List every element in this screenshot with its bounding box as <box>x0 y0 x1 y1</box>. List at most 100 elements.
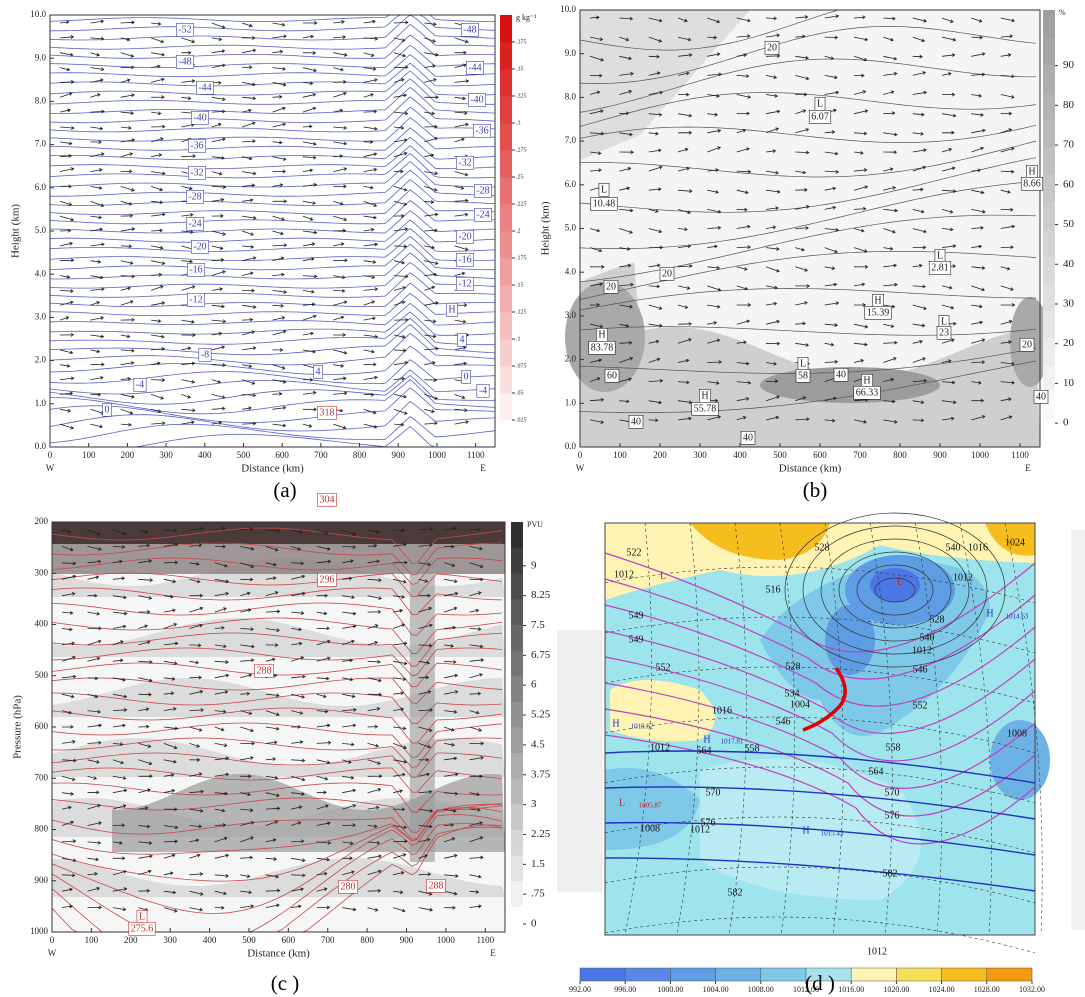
y-tick-label: 10.0 <box>560 4 576 14</box>
contour-label-box <box>461 22 479 37</box>
y-tick-label: 4.0 <box>565 266 577 276</box>
colorbar-cell <box>500 285 512 313</box>
colorbar-tick-label: 9 <box>531 559 537 571</box>
contour-label: 549 <box>629 634 644 645</box>
contour-line <box>49 374 496 405</box>
panel-caption: (d ) <box>805 971 835 995</box>
contour-line <box>49 106 496 133</box>
contour-label: 564 <box>697 745 712 756</box>
contour-label: 522 <box>627 547 642 558</box>
graticule <box>604 766 1036 804</box>
contour-label: -4 <box>479 385 487 396</box>
contour-line <box>51 602 503 636</box>
y-tick-label: 6.0 <box>565 179 577 189</box>
contour-label-box <box>1020 176 1044 191</box>
contour-line <box>49 44 496 69</box>
colorbar-cell <box>511 803 523 830</box>
contour-label-box <box>795 368 811 383</box>
contour-line <box>49 243 496 271</box>
contour-label: 40 <box>743 432 753 443</box>
contour-label: H <box>1028 166 1035 177</box>
x-axis-title: Distance (km) <box>241 463 304 475</box>
colorbar-tick-label: 6.75 <box>531 649 551 661</box>
contour-label: 540 <box>946 542 961 553</box>
y-axis-title: Height (km) <box>10 204 22 258</box>
contour-label: H <box>598 329 605 340</box>
isobar <box>838 551 952 629</box>
contour-label: 534 <box>785 688 800 699</box>
contour-label: H <box>612 718 619 729</box>
contour-label: 552 <box>656 662 671 673</box>
colorbar-cell <box>511 727 523 754</box>
contour-line <box>51 707 503 744</box>
x-tick-label: 900 <box>400 935 414 945</box>
colorbar-tick-label: 2.25 <box>531 828 551 840</box>
colorbar-tick-label: .275 <box>516 147 527 153</box>
colorbar-cell <box>1043 310 1055 339</box>
contour-label: -16 <box>458 254 471 265</box>
pressure-fill <box>610 680 715 742</box>
x-end-label: E <box>490 948 496 958</box>
contour-label-box <box>604 368 620 383</box>
x-tick-label: 400 <box>733 450 747 460</box>
colorbar-cell <box>1043 201 1055 229</box>
colorbar-cell <box>1043 173 1055 202</box>
contour-label: 1012 <box>650 742 670 753</box>
contour-line <box>49 387 496 423</box>
contour-label: 528 <box>930 614 945 625</box>
contour-label: L <box>660 570 666 581</box>
x-axis-title: Distance (km) <box>779 463 842 475</box>
colorbar-tick-label: 1024.00 <box>929 985 955 994</box>
contour-label-box <box>474 183 492 198</box>
contour-line <box>49 345 496 376</box>
contour-line <box>51 767 503 793</box>
contour-line <box>579 360 1037 413</box>
colorbar-cell <box>511 778 523 805</box>
colorbar-tick-label: 1028.00 <box>974 985 1000 994</box>
contour-line <box>49 179 496 206</box>
contour-line <box>49 34 496 59</box>
contour-line <box>51 587 503 616</box>
contour-label-box <box>456 229 474 244</box>
y-tick-label: 5.0 <box>35 225 47 235</box>
y-tick-label: 200 <box>35 516 49 526</box>
x-start-label: W <box>48 948 57 958</box>
colorbar-cell <box>715 967 762 982</box>
colorbar-tick-label: 1020.00 <box>883 985 909 994</box>
y-tick-label: 700 <box>35 772 49 782</box>
wind-vectors <box>61 526 485 913</box>
contour-label-box <box>196 80 214 95</box>
contour-label: L <box>941 316 947 327</box>
contour-label-box <box>833 367 849 382</box>
x-tick-label: 200 <box>121 450 135 460</box>
x-tick-label: 500 <box>242 935 256 945</box>
y-tick-label: 8.0 <box>35 95 47 105</box>
height-contour <box>604 656 1036 762</box>
contour-label: -48 <box>463 24 476 35</box>
x-tick-label: 200 <box>124 935 138 945</box>
contour-label-box <box>198 347 212 362</box>
contour-label: 58 <box>798 370 808 381</box>
contour-line <box>51 737 503 768</box>
contour-line <box>49 78 495 105</box>
contour-label: -32 <box>458 157 471 168</box>
y-tick-label: 5.0 <box>565 223 577 233</box>
height-contour <box>604 708 1036 817</box>
pressure-fill <box>870 568 920 602</box>
contour-label: 1015.43 <box>821 830 844 838</box>
contour-label-box <box>1033 389 1049 404</box>
contour-line <box>51 527 503 564</box>
contour-label: 66.33 <box>856 387 879 398</box>
contour-label: 10.48 <box>593 198 616 209</box>
colorbar-cell <box>511 522 523 549</box>
x-tick-label: 800 <box>893 450 907 460</box>
y-tick-label: 7.0 <box>35 139 47 149</box>
contour-label-box <box>456 155 474 170</box>
graticule <box>624 522 652 936</box>
y-tick-label: 6.0 <box>35 182 47 192</box>
contour-label: L <box>817 98 823 109</box>
contour-label-box <box>466 60 484 75</box>
contour-label-box <box>468 92 486 107</box>
colorbar-cell <box>500 258 512 286</box>
